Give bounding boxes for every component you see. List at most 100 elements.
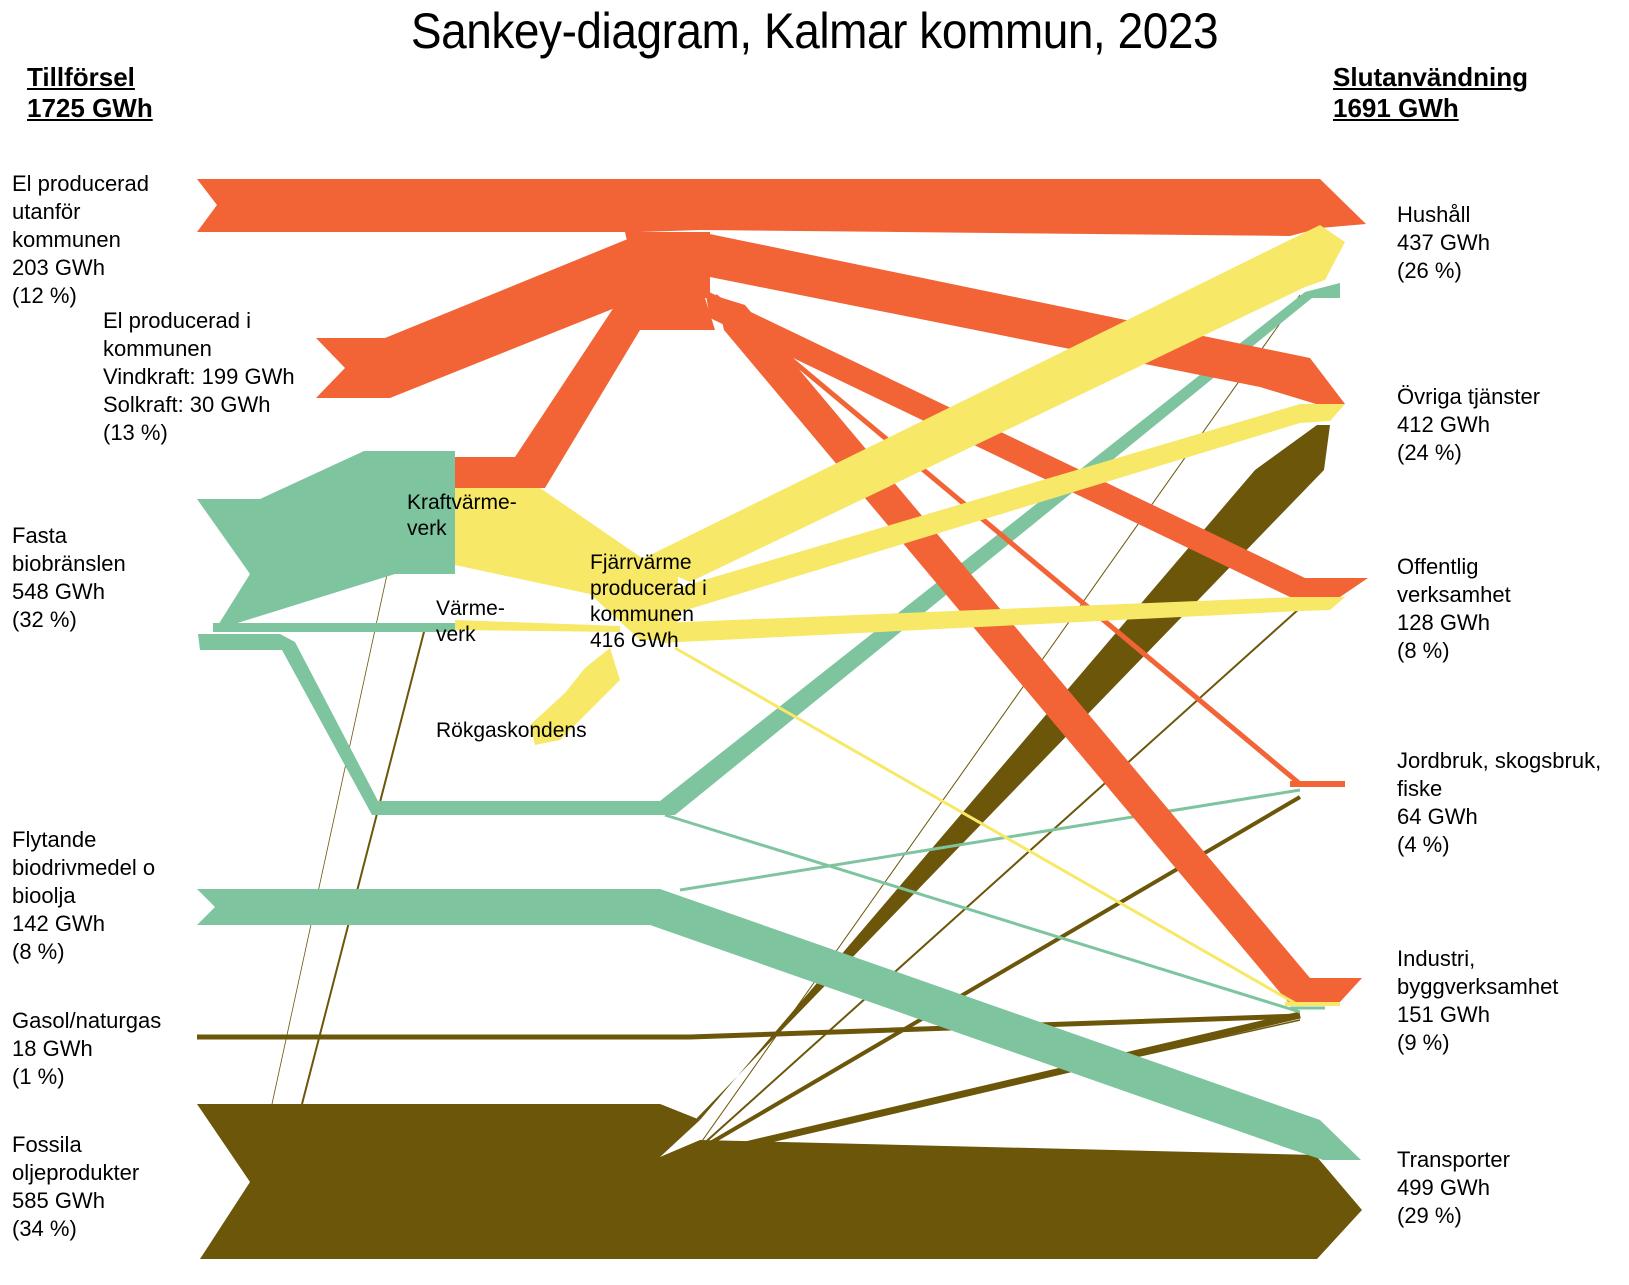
fossil-to-chp — [271, 569, 389, 1105]
flue-gas-heat — [530, 648, 620, 745]
el-inside-source — [316, 232, 710, 398]
node-line: Värme- — [436, 597, 505, 620]
source-line: (12 %) — [12, 283, 77, 308]
fossil-source-arrow — [197, 1104, 1362, 1259]
gas-flow — [197, 1013, 1301, 1040]
el-chp-loop — [455, 298, 715, 488]
source-line: Gasol/naturgas — [12, 1008, 162, 1033]
source-line: (1 %) — [12, 1064, 65, 1089]
fossil-to-heatplant — [301, 627, 426, 1105]
source-line: 142 GWh — [12, 911, 105, 936]
liquid-bio-to-agri — [679, 788, 1301, 892]
sector-line: (26 %) — [1397, 258, 1462, 283]
source-label-liquid-bio: Flytande biodrivmedel o bioolja 142 GWh … — [12, 826, 155, 966]
sector-line: Övriga tjänster — [1397, 384, 1541, 409]
node-line: Rökgaskondens — [436, 719, 587, 742]
sector-label-industry: Industri, byggverksamhet 151 GWh (9 %) — [1397, 945, 1558, 1057]
use-header-total: 1691 GWh — [1333, 93, 1459, 123]
source-label-fossil: Fossila oljeprodukter 585 GWh (34 %) — [12, 1131, 139, 1243]
source-line: 203 GWh — [12, 255, 105, 280]
heating-flows — [455, 225, 1345, 1008]
sector-line: (29 %) — [1397, 1203, 1462, 1228]
source-line: utanför — [12, 199, 81, 224]
sector-line: 128 GWh — [1397, 610, 1490, 635]
source-label-gas: Gasol/naturgas 18 GWh (1 %) — [12, 1007, 161, 1091]
supply-header: Tillförsel 1725 GWh — [27, 62, 153, 124]
source-line: biodrivmedel o — [12, 855, 156, 880]
node-line: producerad i — [590, 577, 707, 600]
heatplant-heat-out — [455, 620, 620, 632]
solid-bio-to-heatplant — [213, 623, 455, 632]
sector-line: Offentlig — [1397, 554, 1479, 579]
page-title: Sankey-diagram, Kalmar kommun, 2023 — [410, 3, 1219, 59]
source-line: Fossila — [12, 1132, 82, 1157]
node-line: 416 GWh — [590, 629, 679, 652]
heat-to-industry — [674, 646, 1301, 1008]
node-line: kommunen — [590, 603, 694, 626]
source-line: biobränslen — [12, 551, 126, 576]
source-line: 18 GWh — [12, 1036, 93, 1061]
sector-line: (9 %) — [1397, 1030, 1450, 1055]
source-line: Flytande — [12, 827, 97, 852]
source-line: El producerad i — [103, 308, 251, 333]
node-label-district-heat: Fjärrvärme producerad i kommunen 416 GWh — [590, 550, 707, 654]
source-line: kommunen — [103, 336, 212, 361]
source-label-el-outside: El producerad utanför kommunen 203 GWh (… — [12, 170, 149, 310]
sector-line: Hushåll — [1397, 202, 1471, 227]
sector-line: 499 GWh — [1397, 1175, 1490, 1200]
source-label-solid-bio: Fasta biobränslen 548 GWh (32 %) — [12, 522, 126, 634]
sector-line: 151 GWh — [1397, 1002, 1490, 1027]
sector-label-agri: Jordbruk, skogsbruk, fiske 64 GWh (4 %) — [1397, 747, 1601, 859]
sector-line: fiske — [1397, 776, 1443, 801]
supply-header-label: Tillförsel — [27, 62, 135, 92]
node-line: verk — [436, 623, 476, 646]
biofuel-flows — [197, 283, 1361, 1160]
liquid-bio-source — [197, 889, 1361, 1160]
source-line: (34 %) — [12, 1216, 77, 1241]
el-to-agri — [713, 294, 1302, 786]
el-outside-source — [197, 179, 1366, 236]
fossil-to-industry-2 — [689, 1019, 1301, 1158]
source-line: Fasta — [12, 523, 68, 548]
node-label-flue-gas: Rökgaskondens — [436, 718, 587, 744]
sector-line: 437 GWh — [1397, 230, 1490, 255]
node-label-heat-plant: Värme- verk — [436, 596, 505, 648]
heat-to-services — [650, 404, 1345, 618]
source-line: Solkraft: 30 GWh — [103, 392, 271, 417]
sector-line: Transporter — [1397, 1147, 1510, 1172]
supply-header-total: 1725 GWh — [27, 93, 153, 123]
source-line: kommunen — [12, 227, 121, 252]
solid-bio-source — [197, 451, 455, 630]
sector-label-transport: Transporter 499 GWh (29 %) — [1397, 1146, 1510, 1230]
node-label-chp: Kraftvärme- verk — [407, 490, 517, 542]
source-label-el-inside: El producerad i kommunen Vindkraft: 199 … — [103, 307, 295, 447]
node-line: Kraftvärme- — [407, 491, 517, 514]
source-line: 585 GWh — [12, 1188, 105, 1213]
sector-line: Industri, — [1397, 946, 1476, 971]
source-line: 548 GWh — [12, 579, 105, 604]
el-services — [700, 232, 1345, 404]
heat-to-households — [640, 225, 1345, 582]
source-line: oljeprodukter — [12, 1160, 140, 1185]
sector-line: byggverksamhet — [1397, 974, 1559, 999]
sector-line: Jordbruk, skogsbruk, — [1397, 748, 1602, 773]
sector-label-public: Offentlig verksamhet 128 GWh (8 %) — [1397, 553, 1511, 665]
sector-line: 64 GWh — [1397, 804, 1478, 829]
node-line: verk — [407, 517, 447, 540]
node-line: Fjärrvärme — [590, 551, 692, 574]
use-header-label: Slutanvändning — [1333, 62, 1528, 92]
source-line: (8 %) — [12, 939, 65, 964]
sector-line: (8 %) — [1397, 638, 1450, 663]
source-line: bioolja — [12, 883, 76, 908]
sector-line: 412 GWh — [1397, 412, 1490, 437]
fossil-to-services — [660, 425, 1330, 1120]
fossil-flows — [197, 294, 1362, 1259]
source-line: Vindkraft: 199 GWh — [103, 364, 295, 389]
sector-line: (4 %) — [1397, 832, 1450, 857]
solid-bio-to-industry — [664, 813, 1301, 1014]
el-to-hub — [625, 232, 710, 298]
sector-label-households: Hushåll 437 GWh (26 %) — [1397, 201, 1490, 285]
source-line: El producerad — [12, 171, 149, 196]
